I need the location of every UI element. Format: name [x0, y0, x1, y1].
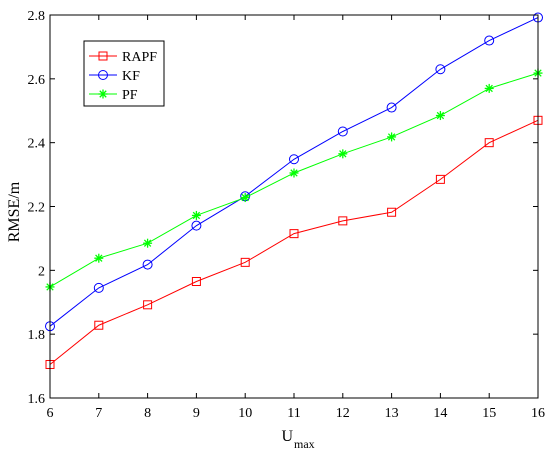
x-tick-label: 10 — [238, 406, 252, 421]
y-tick-label: 2 — [38, 264, 45, 279]
y-axis-label: RMSE/m — [6, 181, 23, 242]
data-point — [289, 168, 299, 178]
x-tick-label: 14 — [433, 406, 447, 421]
data-point — [289, 154, 299, 165]
data-point — [484, 138, 494, 148]
data-point — [338, 216, 348, 226]
data-point — [338, 149, 348, 159]
legend-entry-pf: PF — [89, 88, 138, 103]
y-tick-label: 2.6 — [28, 73, 46, 88]
legend-entry-kf: KF — [89, 69, 140, 84]
data-point — [191, 277, 201, 287]
data-point — [387, 132, 397, 142]
x-axis-label-subscript: max — [294, 437, 315, 451]
data-point — [289, 229, 299, 239]
y-tick-label: 2.4 — [28, 137, 46, 152]
x-tick-label: 12 — [336, 406, 350, 421]
data-point — [484, 35, 495, 46]
data-point — [240, 257, 250, 267]
legend-entry-rapf: RAPF — [89, 50, 157, 65]
legend-label: KF — [122, 69, 140, 84]
legend-label: RAPF — [122, 50, 157, 65]
x-tick-label: 13 — [385, 406, 399, 421]
legend-marker — [98, 70, 108, 80]
axes: 6 7 8 9 10 11 12 13 14 15 16 1.6 1.8 2 2.2 2.4 2.6 2.8 — [28, 9, 546, 421]
data-point — [94, 320, 104, 330]
y-tick-label: 2.2 — [28, 201, 46, 216]
x-tick-label: 7 — [95, 406, 102, 421]
x-tick-label: 8 — [144, 406, 151, 421]
data-point — [435, 64, 446, 75]
y-tick-label: 1.8 — [28, 328, 46, 343]
data-point — [435, 174, 445, 184]
data-point — [93, 282, 104, 293]
x-axis-label: U — [281, 428, 293, 445]
x-tick-label: 9 — [193, 406, 200, 421]
data-point — [191, 220, 202, 231]
x-tick-label: 11 — [287, 406, 300, 421]
legend-marker — [98, 51, 108, 61]
data-point — [94, 253, 104, 263]
data-point — [143, 238, 153, 248]
x-tick-label: 15 — [482, 406, 496, 421]
y-tick-label: 2.8 — [28, 9, 46, 24]
x-tick-label: 16 — [531, 406, 545, 421]
data-point — [387, 207, 397, 217]
data-point — [484, 83, 494, 93]
data-point — [143, 300, 153, 310]
y-tick-label: 1.6 — [28, 392, 46, 407]
data-point — [435, 111, 445, 121]
series-kf — [45, 12, 543, 332]
data-point — [142, 259, 153, 270]
x-tick-label: 6 — [47, 406, 54, 421]
series-line — [49, 17, 539, 327]
data-point — [386, 102, 397, 113]
data-point — [191, 210, 201, 220]
legend-marker — [98, 89, 108, 99]
legend-box — [83, 40, 165, 107]
data-point — [337, 126, 348, 137]
legend: RAPF KF PF — [83, 40, 165, 107]
legend-label: PF — [122, 88, 138, 103]
data-point — [240, 193, 250, 203]
series-line — [49, 119, 539, 365]
